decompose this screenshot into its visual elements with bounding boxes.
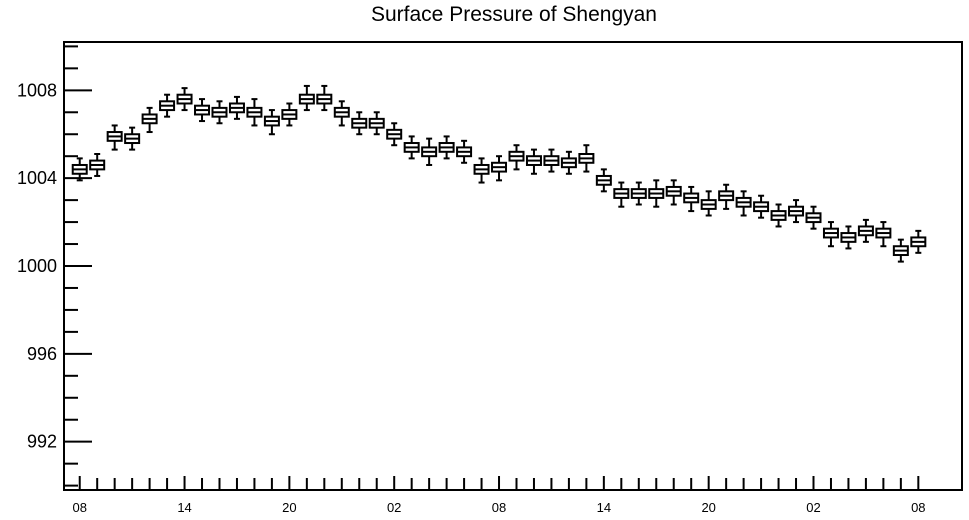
- x-axis: 08 14 20 02 08 14 20 02 08: [72, 476, 926, 515]
- box-26: [525, 148, 542, 175]
- y-tick-label: 1004: [17, 168, 57, 188]
- box-20: [421, 137, 438, 166]
- box-7: [194, 98, 211, 123]
- box-28: [560, 150, 577, 175]
- box-33: [648, 179, 665, 208]
- x-tick-label: 08: [492, 500, 506, 515]
- y-axis: 992 996 1000 1004 1008: [17, 45, 92, 487]
- box-44: [840, 225, 857, 250]
- box-4: [141, 106, 158, 134]
- box-1: [89, 153, 106, 177]
- y-tick-label: 1008: [17, 80, 57, 100]
- box-13: [298, 84, 315, 112]
- box-23: [473, 157, 490, 184]
- box-3: [124, 126, 141, 151]
- box-5: [159, 93, 176, 118]
- y-tick-label: 1000: [17, 256, 57, 276]
- box-41: [788, 199, 805, 224]
- box-22: [456, 139, 473, 164]
- box-12: [281, 102, 298, 127]
- y-tick-label: 992: [27, 432, 57, 452]
- box-29: [578, 144, 595, 173]
- box-34: [665, 179, 682, 206]
- box-37: [718, 183, 735, 210]
- box-11: [263, 109, 280, 136]
- box-43: [822, 221, 839, 248]
- box-18: [386, 122, 403, 147]
- box-15: [333, 100, 350, 127]
- box-46: [875, 221, 892, 248]
- x-tick-label: 08: [72, 500, 86, 515]
- box-27: [543, 148, 560, 173]
- box-21: [438, 135, 455, 160]
- box-48: [910, 229, 927, 254]
- x-tick-label: 02: [806, 500, 820, 515]
- box-32: [630, 181, 647, 206]
- x-tick-label: 14: [597, 500, 611, 515]
- box-39: [753, 194, 770, 219]
- box-0: [71, 157, 88, 182]
- box-38: [735, 190, 752, 217]
- x-tick-label: 02: [387, 500, 401, 515]
- y-tick-label: 996: [27, 344, 57, 364]
- x-tick-label: 20: [701, 500, 715, 515]
- box-2: [106, 124, 123, 151]
- box-40: [770, 203, 787, 228]
- box-31: [613, 181, 630, 208]
- box-8: [211, 100, 228, 125]
- box-19: [403, 135, 420, 160]
- x-tick-label: 08: [911, 500, 925, 515]
- box-9: [228, 95, 245, 120]
- box-35: [683, 185, 700, 213]
- box-25: [508, 144, 525, 171]
- box-47: [892, 238, 909, 263]
- box-14: [316, 84, 333, 112]
- box-10: [246, 98, 263, 127]
- box-16: [351, 111, 368, 136]
- box-17: [368, 111, 385, 136]
- x-tick-label: 14: [177, 500, 191, 515]
- box-6: [176, 87, 193, 112]
- box-42: [805, 205, 822, 230]
- box-36: [700, 190, 717, 217]
- chart-title: Surface Pressure of Shengyan: [370, 3, 657, 26]
- box-24: [491, 155, 508, 182]
- box-45: [857, 218, 874, 243]
- box-30: [595, 168, 612, 193]
- x-tick-label: 20: [282, 500, 296, 515]
- box-series: [71, 84, 927, 263]
